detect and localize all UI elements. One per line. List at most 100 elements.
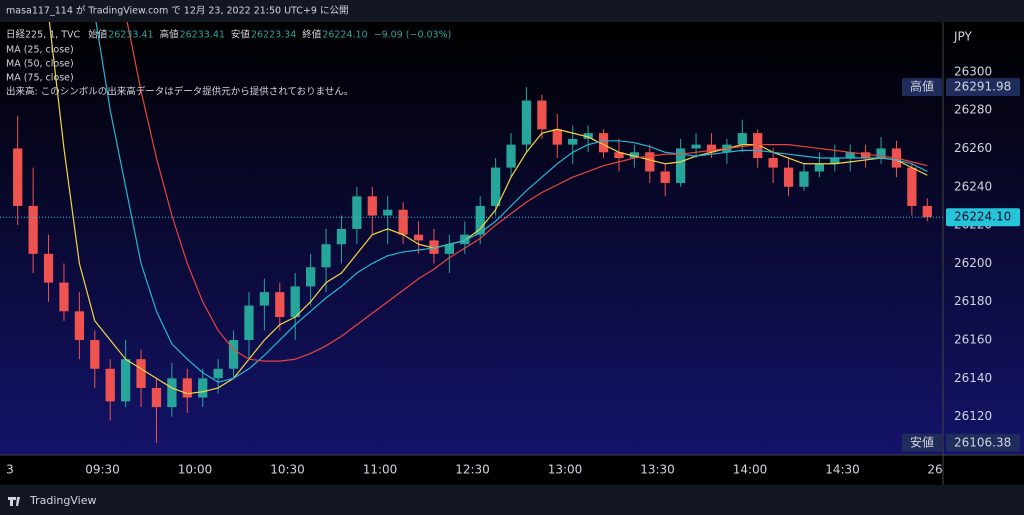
candle-body (645, 152, 655, 172)
marker-value: 26291.98 (954, 80, 1011, 94)
candle-body (830, 158, 840, 164)
candle-body (799, 171, 809, 187)
candle-body (28, 205, 38, 254)
candle-body (521, 100, 532, 145)
marker-value: 26106.38 (954, 435, 1011, 449)
candle-body (783, 167, 794, 187)
candle-body (491, 167, 501, 206)
y-tick-label: 26280 (954, 103, 992, 117)
footer-brand: TradingView (29, 494, 96, 507)
last-price-box (946, 208, 1020, 227)
y-tick-label: 26140 (954, 371, 992, 385)
candle-body (598, 133, 609, 153)
candle-body (336, 228, 347, 245)
candle-body (383, 209, 393, 216)
marker-tag: 高値 (910, 79, 934, 94)
candle-body (814, 163, 824, 172)
y-tick-label: 26240 (954, 179, 992, 193)
candle-body (59, 282, 69, 312)
x-tick-label: 12:30 (455, 463, 490, 477)
candle-body (429, 240, 439, 254)
candle-body (275, 292, 285, 318)
candle-body (861, 152, 871, 159)
candle-body (552, 129, 562, 145)
ohlc-value: 26223.34 (251, 30, 296, 41)
x-tick-label: 10:30 (270, 463, 305, 477)
candle-body (213, 368, 223, 379)
x-tick-label: 09:30 (85, 463, 120, 477)
candle-body (537, 100, 547, 130)
ohlc-label: 高値 (160, 29, 180, 41)
candle-body (907, 167, 917, 206)
symbol: 日経225, 1, TVC (6, 29, 81, 41)
legend-entry: MA (75, close) (6, 73, 74, 84)
candle-body (768, 158, 778, 168)
candle-body (306, 267, 316, 287)
candle-body (845, 152, 855, 159)
candle-body (90, 340, 100, 369)
marker-tag: 安値 (910, 434, 934, 449)
y-tick-label: 26260 (954, 141, 992, 155)
candle-body (290, 286, 300, 318)
legend-entry: MA (50, close) (6, 59, 74, 70)
candle-body (244, 305, 254, 341)
candle-body (182, 378, 192, 398)
ohlc-label: 終値 (302, 29, 322, 41)
x-tick-label: 14:00 (733, 463, 768, 477)
x-tick-label: 11:00 (363, 463, 398, 477)
candle-body (136, 359, 146, 388)
candle-body (614, 152, 624, 159)
candle-body (228, 340, 239, 369)
top-bar (0, 0, 1024, 22)
volume-note: 出来高: このシンボルの出来高データはデータ提供元から提供されておりません。 (6, 86, 353, 98)
y-tick-label: 26160 (954, 333, 992, 347)
candle-body (676, 148, 686, 183)
marker-value-box (946, 78, 1020, 97)
ohlc-value: 26233.41 (108, 30, 153, 41)
candle-body (753, 133, 763, 159)
candle-body (876, 148, 886, 159)
candle-body (367, 196, 377, 216)
candle-body (460, 234, 470, 245)
last-price-label: 26224.10 (954, 210, 1011, 224)
candle-body (475, 205, 485, 235)
ohlc-value: 26224.10 (322, 30, 367, 41)
x-tick-label: 10:00 (178, 463, 213, 477)
candle-body (352, 196, 362, 229)
marker-tag-box (902, 78, 942, 97)
candle-body (43, 253, 54, 283)
candle-body (922, 205, 932, 218)
candle-body (660, 171, 670, 183)
ma-line (48, 22, 928, 395)
change: −9.09 (−0.03%) (374, 30, 452, 41)
candle-body (121, 359, 131, 402)
candle-body (321, 244, 331, 268)
candle-body (444, 244, 454, 254)
marker-value-box (946, 433, 1020, 452)
ohlc-label: 始値 (88, 29, 108, 41)
y-tick-label: 26180 (954, 294, 992, 308)
candle-body (151, 387, 162, 408)
legend-entry: MA (25, close) (6, 45, 74, 56)
footer-logo (8, 497, 20, 506)
y-tick-label: 26120 (954, 409, 992, 423)
currency: JPY (953, 30, 973, 44)
time-axis-bg (0, 455, 1024, 485)
candle-body (167, 378, 177, 408)
x-tick-label: 13:30 (640, 463, 675, 477)
candle-body (13, 148, 23, 206)
ma-line (126, 22, 928, 362)
candle-body (737, 133, 747, 145)
candle-body (506, 144, 516, 168)
candle-body (413, 234, 424, 241)
ohlc-value: 26233.41 (180, 30, 225, 41)
candle-body (105, 368, 115, 402)
candle-body (583, 133, 593, 139)
published: masa117_114 が TradingView.com で 12月 23, … (6, 5, 348, 17)
ohlc-label: 安値 (231, 29, 251, 41)
candle-body (74, 311, 84, 341)
candle-body (568, 138, 578, 145)
y-tick-label: 26300 (954, 64, 992, 78)
candle-body (691, 144, 701, 149)
